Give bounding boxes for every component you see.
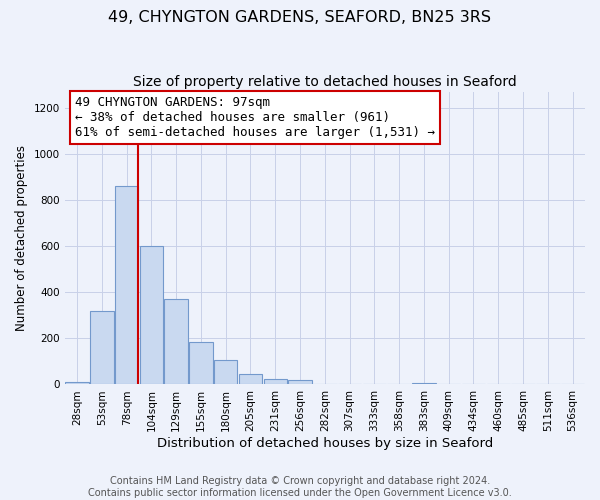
Bar	[239, 374, 262, 384]
X-axis label: Distribution of detached houses by size in Seaford: Distribution of detached houses by size …	[157, 437, 493, 450]
Bar	[412, 382, 436, 384]
Y-axis label: Number of detached properties: Number of detached properties	[15, 145, 28, 331]
Bar	[189, 342, 213, 384]
Title: Size of property relative to detached houses in Seaford: Size of property relative to detached ho…	[133, 75, 517, 89]
Text: 49, CHYNGTON GARDENS, SEAFORD, BN25 3RS: 49, CHYNGTON GARDENS, SEAFORD, BN25 3RS	[109, 10, 491, 25]
Bar	[164, 299, 188, 384]
Bar	[115, 186, 139, 384]
Bar	[90, 310, 113, 384]
Bar	[214, 360, 238, 384]
Bar	[288, 380, 312, 384]
Bar	[65, 382, 89, 384]
Bar	[140, 246, 163, 384]
Text: 49 CHYNGTON GARDENS: 97sqm
← 38% of detached houses are smaller (961)
61% of sem: 49 CHYNGTON GARDENS: 97sqm ← 38% of deta…	[75, 96, 435, 139]
Text: Contains HM Land Registry data © Crown copyright and database right 2024.
Contai: Contains HM Land Registry data © Crown c…	[88, 476, 512, 498]
Bar	[263, 380, 287, 384]
